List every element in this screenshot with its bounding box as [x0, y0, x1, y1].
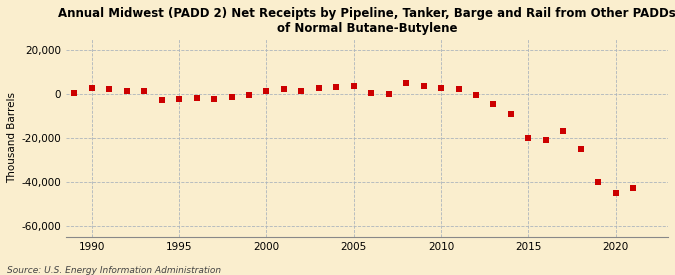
Point [226, 95, 237, 99]
Point [296, 88, 307, 93]
Text: Source: U.S. Energy Information Administration: Source: U.S. Energy Information Administ… [7, 266, 221, 275]
Point [104, 87, 115, 92]
Point [122, 88, 132, 93]
Point [157, 98, 167, 103]
Point [628, 186, 639, 191]
Point [331, 85, 342, 89]
Point [173, 97, 184, 101]
Point [506, 111, 516, 116]
Point [558, 129, 569, 133]
Point [86, 86, 97, 90]
Point [348, 84, 359, 88]
Point [541, 138, 551, 142]
Point [435, 86, 446, 90]
Point [313, 86, 324, 90]
Point [610, 191, 621, 195]
Point [366, 90, 377, 95]
Point [69, 90, 80, 95]
Point [401, 81, 412, 85]
Point [139, 89, 150, 94]
Point [488, 101, 499, 106]
Point [575, 147, 586, 151]
Point [453, 87, 464, 92]
Point [261, 88, 272, 93]
Point [418, 84, 429, 88]
Y-axis label: Thousand Barrels: Thousand Barrels [7, 92, 17, 183]
Point [209, 97, 219, 101]
Point [191, 96, 202, 100]
Point [383, 92, 394, 97]
Point [279, 87, 290, 92]
Point [593, 180, 603, 184]
Point [244, 93, 254, 97]
Point [470, 93, 481, 97]
Title: Annual Midwest (PADD 2) Net Receipts by Pipeline, Tanker, Barge and Rail from Ot: Annual Midwest (PADD 2) Net Receipts by … [58, 7, 675, 35]
Point [523, 136, 534, 140]
